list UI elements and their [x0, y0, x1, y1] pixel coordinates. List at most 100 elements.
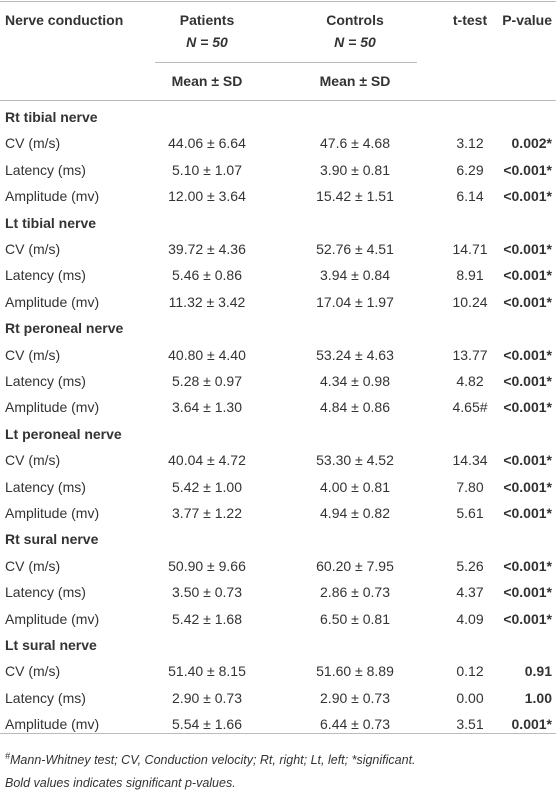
cell: <0.001*	[503, 373, 552, 389]
cell: <0.001*	[503, 478, 552, 495]
cell: 2.90 ± 0.73	[320, 689, 390, 706]
cell: 0.001*	[511, 716, 552, 733]
cell: 12.00 ± 3.64	[168, 188, 246, 205]
cell: Latency (ms)	[5, 689, 86, 706]
cell: 3.90 ± 0.81	[320, 161, 390, 178]
cell: 52.76 ± 4.51	[316, 241, 394, 257]
header-cell: Mean ± SD	[171, 73, 243, 89]
cell: 5.42 ± 1.00	[172, 478, 242, 495]
cell: 5.26	[456, 557, 484, 574]
cell: 0.00	[456, 689, 484, 706]
cell: 2.90 ± 0.73	[172, 689, 242, 706]
cell: 50.90 ± 9.66	[168, 557, 246, 574]
header-cell: Mean ± SD	[319, 73, 391, 89]
cell: 6.44 ± 0.73	[320, 716, 390, 733]
cell: 53.30 ± 4.52	[316, 452, 394, 469]
cell: Latency (ms)	[5, 267, 86, 284]
cell: 13.77	[452, 346, 488, 363]
cell: <0.001*	[503, 584, 552, 601]
rule	[0, 733, 556, 734]
header-cell: N = 50	[186, 34, 228, 50]
cell: 0.002*	[511, 135, 552, 152]
cell: CV (m/s)	[5, 663, 61, 680]
cell: 0.12	[456, 663, 484, 680]
cell: Amplitude (mv)	[5, 610, 100, 627]
section-title: Rt peroneal nerve	[5, 320, 124, 337]
cell: Amplitude (mv)	[5, 399, 100, 416]
cell: 6.50 ± 0.81	[320, 610, 390, 627]
cell: CV (m/s)	[5, 135, 61, 152]
cell: <0.001*	[503, 188, 552, 205]
cell: 39.72 ± 4.36	[168, 241, 246, 257]
cell: 11.32 ± 3.42	[168, 293, 246, 310]
cell: Amplitude (mv)	[5, 188, 100, 205]
section-title: Lt peroneal nerve	[5, 425, 122, 442]
cell: 5.28 ± 0.97	[172, 373, 242, 389]
cell: 44.06 ± 6.64	[168, 135, 246, 152]
cell: 8.91	[456, 267, 484, 284]
cell: <0.001*	[503, 505, 552, 521]
cell: 3.77 ± 1.22	[172, 505, 242, 521]
cell: 4.34 ± 0.98	[320, 373, 390, 389]
cell: 14.34	[452, 452, 488, 469]
cell: 40.04 ± 4.72	[168, 452, 246, 469]
cell: 5.54 ± 1.66	[172, 716, 242, 733]
cell: CV (m/s)	[5, 346, 61, 363]
cell: 10.24	[452, 293, 488, 310]
cell: 5.10 ± 1.07	[172, 161, 242, 178]
cell: 14.71	[452, 241, 488, 257]
cell: 4.65#	[452, 399, 488, 416]
rule	[155, 62, 417, 63]
cell: 60.20 ± 7.95	[316, 557, 394, 574]
cell: 3.94 ± 0.84	[320, 267, 390, 284]
cell: <0.001*	[503, 452, 552, 469]
cell: 51.60 ± 8.89	[316, 663, 394, 680]
cell: <0.001*	[503, 267, 552, 284]
cell: Amplitude (mv)	[5, 293, 100, 310]
cell: 4.94 ± 0.82	[320, 505, 390, 521]
cell: CV (m/s)	[5, 241, 61, 257]
cell: Latency (ms)	[5, 373, 86, 389]
cell: 3.12	[456, 135, 484, 152]
cell: <0.001*	[503, 399, 552, 416]
cell: 1.00	[524, 689, 552, 706]
cell: Latency (ms)	[5, 161, 86, 178]
cell: 53.24 ± 4.63	[316, 346, 394, 363]
header-cell: Nerve conduction	[5, 12, 124, 28]
cell: 51.40 ± 8.15	[168, 663, 246, 680]
cell: 5.61	[456, 505, 484, 521]
section-title: Rt sural nerve	[5, 531, 99, 548]
footnote-marker: #	[5, 751, 11, 761]
footnote: Bold values indicates significant p-valu…	[5, 776, 236, 790]
cell: 6.29	[456, 161, 484, 178]
cell: 5.42 ± 1.68	[172, 610, 242, 627]
header-cell: t-test	[452, 12, 488, 28]
cell: 4.82	[456, 373, 484, 389]
section-title: Rt tibial nerve	[5, 109, 98, 125]
cell: Latency (ms)	[5, 478, 86, 495]
cell: 17.04 ± 1.97	[316, 293, 394, 310]
cell: 4.09	[456, 610, 484, 627]
cell: 4.37	[456, 584, 484, 601]
cell: 5.46 ± 0.86	[172, 267, 242, 284]
footnote: #Mann-Whitney test; CV, Conduction veloc…	[5, 751, 416, 767]
cell: Amplitude (mv)	[5, 505, 100, 521]
cell: 40.80 ± 4.40	[168, 346, 246, 363]
rule	[0, 1, 556, 2]
cell: <0.001*	[503, 610, 552, 627]
cell: 15.42 ± 1.51	[316, 188, 394, 205]
cell: 6.14	[456, 188, 484, 205]
cell: Latency (ms)	[5, 584, 86, 601]
cell: 3.50 ± 0.73	[172, 584, 242, 601]
header-cell: Controls	[326, 12, 384, 28]
cell: Amplitude (mv)	[5, 716, 100, 733]
cell: CV (m/s)	[5, 557, 61, 574]
footnote-text: Mann-Whitney test; CV, Conduction veloci…	[10, 753, 416, 768]
cell: 3.51	[456, 716, 484, 733]
cell: <0.001*	[503, 346, 552, 363]
header-cell: N = 50	[334, 34, 376, 50]
header-cell: P-value	[502, 12, 552, 28]
cell: CV (m/s)	[5, 452, 61, 469]
cell: 47.6 ± 4.68	[320, 135, 390, 152]
